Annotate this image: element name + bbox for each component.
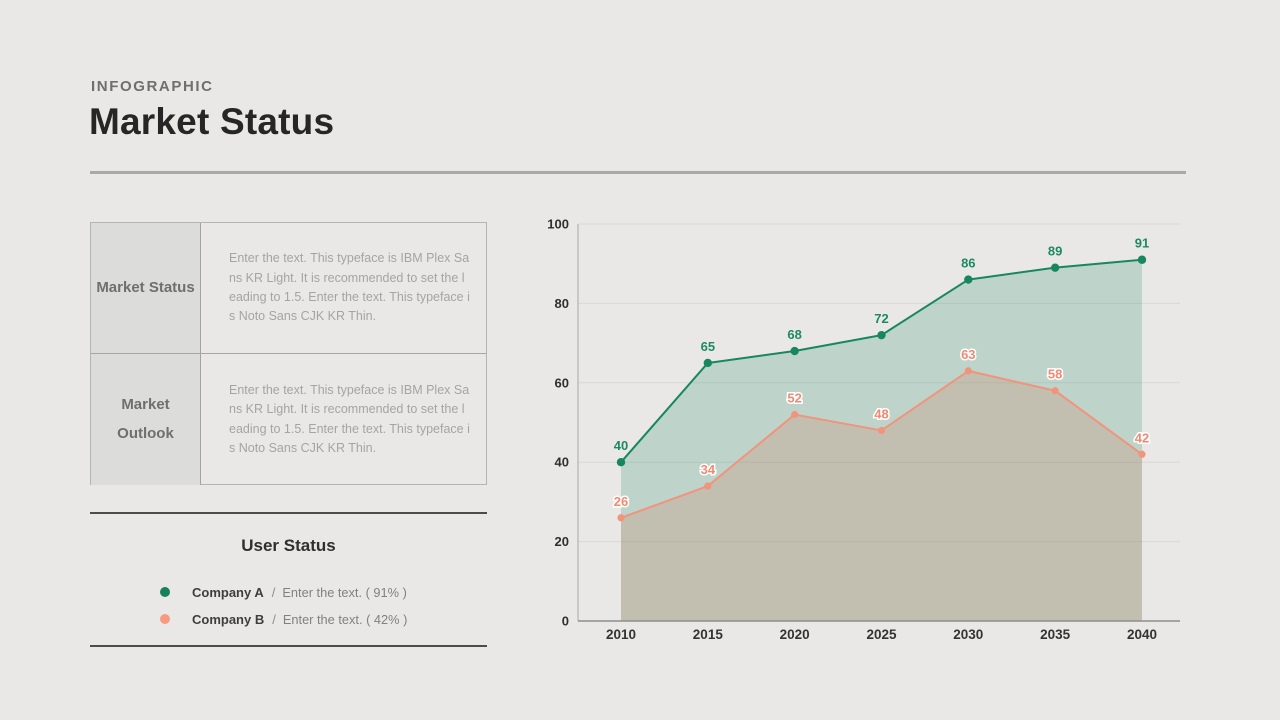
data-point	[1051, 387, 1059, 395]
data-point-label: 34	[701, 462, 716, 477]
data-point	[703, 358, 713, 368]
y-tick-label: 40	[555, 455, 569, 470]
legend-item-separator: /	[271, 584, 276, 600]
table-row: Market Status Enter the text. This typef…	[91, 223, 486, 354]
x-tick-label: 2030	[953, 627, 983, 642]
data-point	[964, 275, 973, 284]
data-point-label: 86	[961, 256, 975, 271]
data-point	[790, 346, 799, 356]
x-tick-label: 2010	[606, 627, 636, 642]
company-a-dot-icon	[160, 587, 170, 597]
data-point-label: 89	[1048, 244, 1062, 259]
data-point	[704, 482, 712, 490]
data-point-label: 48	[874, 406, 888, 421]
legend-item-name: Company B	[192, 611, 265, 627]
y-tick-label: 20	[555, 534, 569, 549]
data-point	[616, 458, 626, 467]
legend-item-name: Company A	[192, 584, 264, 600]
table-row: Market Outlook Enter the text. This type…	[91, 354, 486, 485]
y-tick-label: 0	[562, 614, 569, 629]
market-area-chart: 0 20 40 60 80 100 40 65 68 72 86 89 91 26 34 52 48 63 58 42…	[540, 215, 1200, 655]
legend-title: User Status	[241, 536, 336, 555]
data-point	[1138, 450, 1146, 458]
legend-divider-bottom	[90, 645, 487, 647]
x-tick-label: 2020	[780, 627, 810, 642]
data-point-label: 63	[961, 347, 975, 362]
data-point-label: 72	[874, 311, 888, 326]
legend-item-separator: /	[272, 611, 276, 627]
row-label-market-status: Market Status	[91, 223, 201, 353]
row-body-text: Enter the text. This typeface is IBM Ple…	[229, 382, 470, 455]
data-point-label: 91	[1135, 236, 1149, 251]
y-tick-label: 80	[555, 296, 569, 311]
data-point-label: 52	[787, 391, 801, 406]
x-tick-label: 2015	[693, 627, 724, 642]
row-body-text: Enter the text. This typeface is IBM Ple…	[229, 251, 470, 324]
legend-divider-top	[90, 512, 487, 514]
x-tick-label: 2035	[1040, 627, 1071, 642]
data-point-label: 40	[614, 438, 628, 453]
data-point	[1050, 263, 1060, 272]
data-point-label: 58	[1048, 367, 1062, 382]
row-label-market-outlook: Market Outlook	[91, 354, 201, 485]
legend-item-description: Enter the text. ( 42% )	[282, 611, 408, 627]
eyebrow-label: INFOGRAPHIC	[91, 78, 214, 95]
x-tick-label: 2025	[866, 627, 897, 642]
data-point-label: 42	[1135, 430, 1149, 445]
data-point	[617, 514, 625, 522]
chart-svg: 0204060801004065687286899126345248635842…	[547, 217, 1180, 642]
company-b-dot-icon	[160, 614, 170, 624]
data-point	[1137, 255, 1147, 264]
y-tick-label: 60	[555, 375, 569, 390]
legend-item-company-b: Company B / Enter the text. ( 42% )	[90, 609, 487, 629]
legend-item-description: Enter the text. ( 91% )	[282, 584, 407, 600]
data-point	[877, 426, 886, 435]
page-title: Market Status	[89, 101, 335, 142]
data-point	[791, 410, 799, 419]
x-tick-label: 2040	[1127, 627, 1157, 642]
legend-item-company-a: Company A / Enter the text. ( 91% )	[90, 582, 487, 602]
series-area	[621, 259, 1142, 621]
data-point-label: 68	[787, 327, 801, 342]
data-point-label: 65	[701, 339, 715, 354]
data-point-label: 26	[614, 494, 628, 509]
series-area	[621, 370, 1142, 621]
y-tick-label: 100	[547, 217, 569, 232]
info-table: Market Status Enter the text. This typef…	[90, 222, 487, 485]
data-point	[964, 367, 972, 375]
data-point	[877, 330, 886, 340]
title-divider	[90, 171, 1186, 174]
